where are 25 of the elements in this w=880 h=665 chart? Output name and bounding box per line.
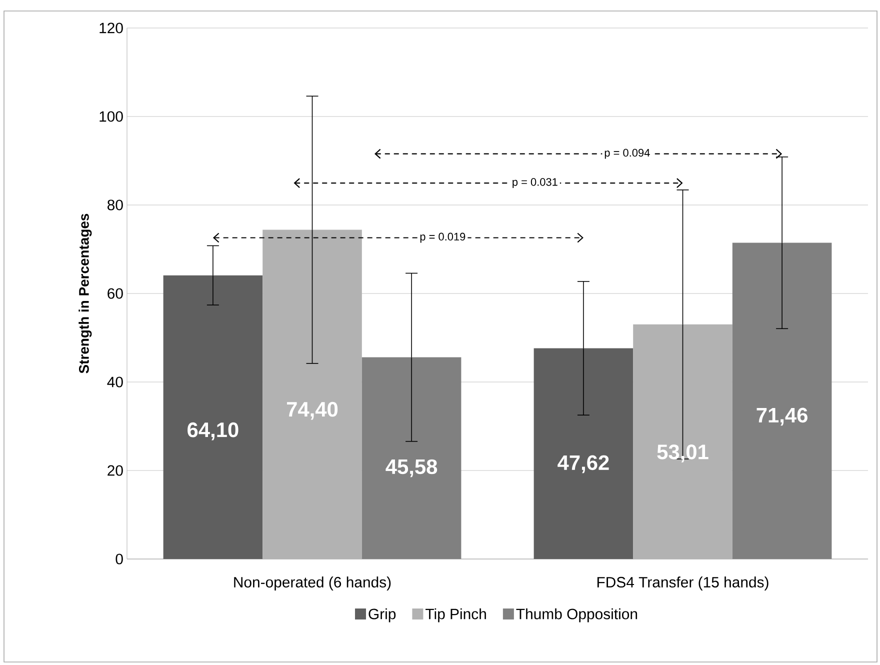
annotation: p = 0.019 — [420, 232, 466, 243]
data-label: 45,58 — [386, 459, 438, 478]
data-label: 64,10 — [188, 422, 238, 440]
bar — [163, 275, 263, 559]
bar — [732, 242, 832, 559]
y-tick-label: 120 — [100, 22, 123, 34]
data-label: 71,46 — [756, 408, 808, 426]
legend-label: Thumb Opposition — [516, 608, 638, 622]
annotation: p = 0.094 — [604, 148, 650, 159]
y-tick-label: 20 — [108, 465, 123, 476]
y-tick-label: 100 — [100, 111, 123, 122]
bar — [534, 348, 634, 559]
legend-label: Tip Pinch — [426, 608, 486, 622]
y-tick-label: 80 — [108, 200, 123, 210]
y-axis-title: Strength in Percentages — [78, 214, 92, 374]
bar — [362, 357, 462, 559]
data-label: 47,62 — [558, 455, 609, 474]
legend-label: Grip — [368, 608, 396, 622]
y-tick-label: 0 — [116, 554, 123, 564]
y-tick-label: 40 — [107, 376, 123, 388]
data-label: 74,40 — [286, 402, 338, 420]
x-tick-label: Non-operated (6 hands) — [234, 576, 391, 590]
y-tick-label: 60 — [108, 288, 123, 299]
annotation: p = 0.031 — [512, 178, 558, 188]
x-tick-label: FDS4 Transfer (15 hands) — [597, 576, 768, 590]
